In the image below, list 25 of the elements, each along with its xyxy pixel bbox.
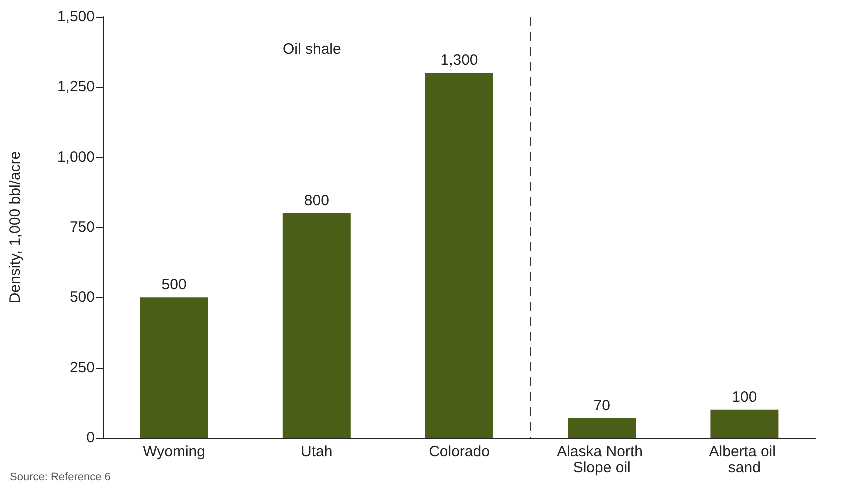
y-tick-label: 750 xyxy=(70,219,95,236)
data-label: 800 xyxy=(304,192,330,210)
annotation: Oil shale xyxy=(283,41,342,58)
x-tick-label: Utah xyxy=(301,444,333,460)
data-label: 1,300 xyxy=(440,52,478,70)
data-label: 100 xyxy=(732,388,758,406)
source-note: Source: Reference 6 xyxy=(10,472,111,484)
y-tick-label: 250 xyxy=(70,359,95,376)
y-tick-label: 500 xyxy=(70,289,95,306)
bar xyxy=(140,298,208,438)
bar xyxy=(568,418,636,438)
y-tick-label: 1,500 xyxy=(57,8,95,26)
x-tick-label: Alaska North Slope oil xyxy=(557,444,648,476)
bar xyxy=(710,410,779,438)
x-tick-label: Wyoming xyxy=(143,444,206,460)
y-axis-title: Density, 1,000 bbl/acre xyxy=(7,151,24,304)
x-tick-label: Colorado xyxy=(429,444,490,460)
bar xyxy=(426,73,494,438)
y-tick-label: 1,000 xyxy=(57,148,95,166)
y-tick-label: 0 xyxy=(86,430,95,446)
bar xyxy=(282,213,351,438)
data-label: 500 xyxy=(162,276,187,294)
data-label: 70 xyxy=(594,397,610,414)
y-tick-label: 1,250 xyxy=(57,78,95,96)
x-tick-label: Alberta oil sand xyxy=(709,444,780,476)
